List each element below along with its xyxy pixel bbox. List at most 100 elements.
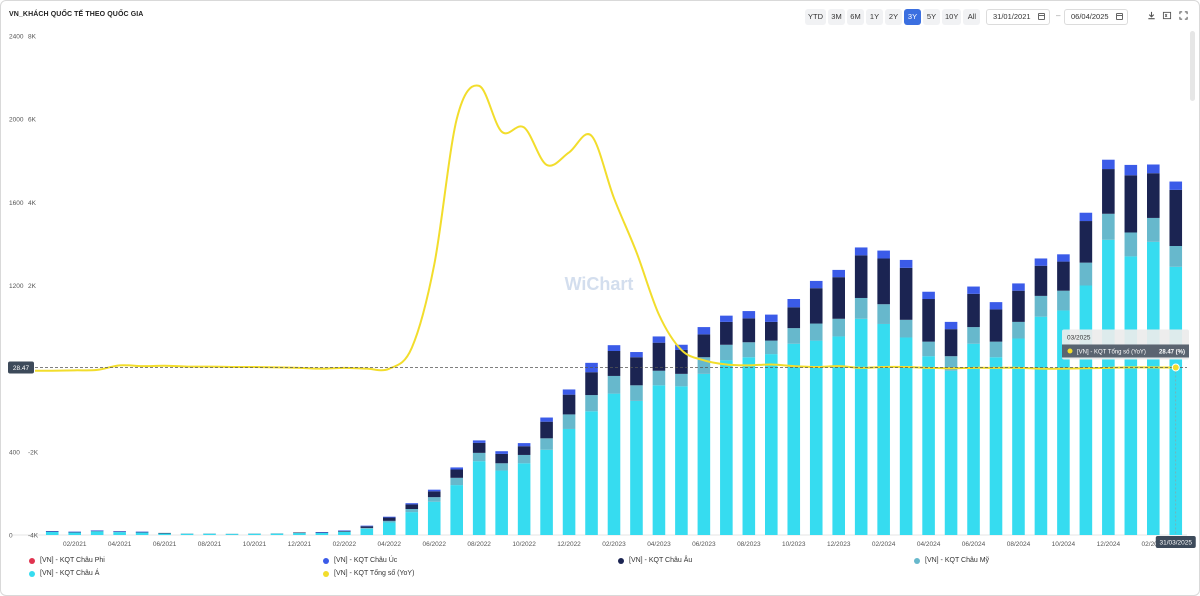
- bar-segment: [360, 528, 374, 535]
- bar-segment: [742, 318, 756, 343]
- download-icon[interactable]: [1144, 9, 1158, 25]
- bar-segment: [967, 343, 980, 535]
- bar-segment: [1124, 164, 1138, 176]
- bar-segment: [787, 299, 801, 308]
- date-from-field[interactable]: 31/01/2021: [986, 9, 1050, 25]
- date-to-field[interactable]: 06/04/2025: [1064, 9, 1128, 25]
- legend-item[interactable]: [VN] - KQT Tổng số (YoY): [323, 570, 414, 577]
- legend-dot: [323, 557, 329, 564]
- calendar-icon[interactable]: [1116, 13, 1123, 20]
- range-button-2y[interactable]: 2Y: [885, 9, 902, 25]
- range-button-all[interactable]: All: [963, 9, 981, 25]
- y-tick-label-right: -2K: [28, 449, 39, 456]
- x-tick-label: 02/2025: [1142, 541, 1166, 548]
- bar-segment: [967, 327, 980, 344]
- bar-segment: [585, 395, 598, 412]
- x-tick-label: 06/2022: [422, 541, 446, 548]
- legend-dot: [29, 570, 35, 577]
- bar-segment: [383, 516, 396, 518]
- legend-item[interactable]: [VN] - KQT Châu Úc: [323, 557, 397, 564]
- bar-segment: [989, 309, 1003, 342]
- bar-segment: [1147, 164, 1160, 174]
- crosshair-y-label: 28.47: [13, 365, 30, 372]
- bar-segment: [562, 394, 576, 415]
- bar-segment: [854, 247, 868, 256]
- bar-segment: [517, 446, 531, 455]
- date-from-value: 31/01/2021: [993, 12, 1031, 21]
- x-tick-label: 08/2022: [467, 541, 491, 548]
- bar-segment: [1034, 295, 1048, 317]
- bar-segment: [1102, 159, 1115, 170]
- bar-segment: [742, 311, 756, 319]
- legend-dot: [914, 557, 920, 564]
- bar-segment: [1169, 181, 1183, 190]
- bar-segment: [540, 449, 553, 535]
- bar-segment: [854, 255, 868, 298]
- y-tick-label-left: 1200: [9, 283, 24, 290]
- bar-segment: [540, 417, 553, 422]
- legend-label: [VN] - KQT Châu Âu: [629, 557, 693, 564]
- y-tick-label-right: -4K: [28, 533, 39, 540]
- bar-segment: [697, 327, 711, 335]
- bar-segment: [1124, 232, 1138, 257]
- legend-item[interactable]: [VN] - KQT Châu Phi: [29, 557, 105, 564]
- legend-item[interactable]: [VN] - KQT Châu Á: [29, 570, 99, 577]
- bar-segment: [652, 336, 666, 343]
- bar-segment: [427, 489, 441, 492]
- bar-segment: [405, 504, 419, 510]
- range-button-10y[interactable]: 10Y: [942, 9, 962, 25]
- tooltip-series: [VN] - KQT Tổng số (YoY): [1077, 348, 1146, 355]
- bar-segment: [899, 267, 913, 320]
- bar-segment: [1169, 189, 1183, 246]
- bar-segment: [450, 477, 463, 486]
- x-tick-label: 06/2024: [962, 541, 986, 548]
- bar-segment: [765, 321, 778, 341]
- bar-segment: [922, 356, 935, 535]
- bar-segment: [877, 258, 890, 305]
- legend-item[interactable]: [VN] - KQT Châu Mỹ: [914, 557, 989, 564]
- scrollbar[interactable]: [1190, 31, 1195, 101]
- range-button-3y[interactable]: 3Y: [904, 9, 921, 25]
- bar-segment: [652, 342, 666, 371]
- x-tick-label: 04/2022: [378, 541, 402, 548]
- bar-segment: [495, 463, 508, 471]
- bar-segment: [293, 532, 306, 534]
- bar-segment: [405, 509, 419, 513]
- x-tick-label: 12/2021: [288, 541, 312, 548]
- bar-segment: [1012, 338, 1025, 535]
- bar-segment: [315, 532, 329, 535]
- bar-segment: [338, 530, 351, 532]
- bar-segment: [135, 531, 149, 533]
- bar-segment: [1102, 169, 1115, 214]
- range-button-ytd[interactable]: YTD: [805, 9, 826, 25]
- legend-label: [VN] - KQT Châu Úc: [334, 557, 398, 564]
- excel-icon[interactable]: [1160, 9, 1174, 25]
- legend-item[interactable]: [VN] - KQT Châu Âu: [618, 557, 692, 564]
- x-tick-label: 06/2021: [153, 541, 177, 548]
- bar-segment: [899, 337, 913, 535]
- range-button-5y[interactable]: 5Y: [923, 9, 940, 25]
- bar-segment: [225, 533, 239, 535]
- bar-segment: [787, 343, 801, 535]
- range-button-1y[interactable]: 1Y: [866, 9, 883, 25]
- calendar-icon[interactable]: [1038, 13, 1045, 20]
- x-tick-label: 10/2024: [1052, 541, 1076, 548]
- range-button-3m[interactable]: 3M: [828, 9, 845, 25]
- bar-segment: [338, 531, 351, 532]
- bar-segment: [1102, 213, 1115, 240]
- legend-dot: [29, 557, 35, 564]
- bar-segment: [720, 344, 733, 361]
- tooltip-value: 28.47 (%): [1159, 349, 1185, 355]
- bar-segment: [427, 497, 441, 502]
- bar-segment: [1034, 265, 1048, 296]
- y-tick-label-left: 0: [9, 533, 13, 540]
- y-tick-label-left: 1600: [9, 200, 24, 207]
- bar-segment: [293, 532, 306, 535]
- bar-segment: [472, 461, 486, 535]
- range-button-6m[interactable]: 6M: [847, 9, 864, 25]
- x-tick-label: 12/2024: [1097, 541, 1121, 548]
- fullscreen-icon[interactable]: [1176, 9, 1190, 25]
- y-tick-label-right: 2K: [28, 283, 37, 290]
- bar-segment: [450, 485, 463, 535]
- bar-segment: [1079, 285, 1093, 535]
